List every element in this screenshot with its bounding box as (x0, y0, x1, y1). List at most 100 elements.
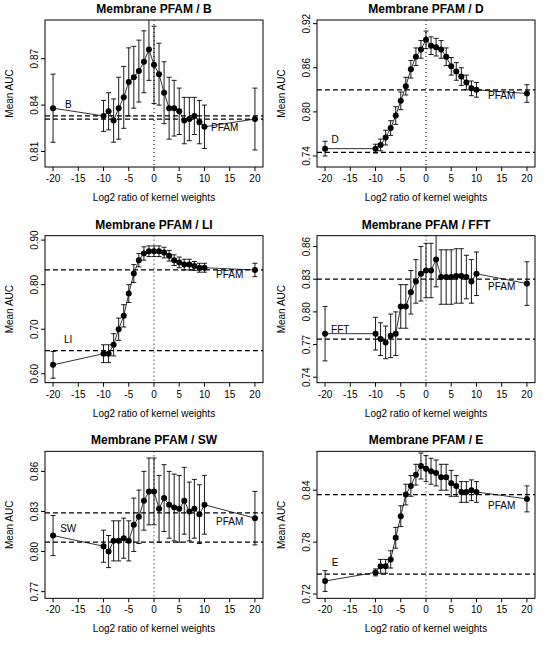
x-tick (254, 598, 255, 602)
point (458, 74, 464, 80)
point (403, 83, 409, 89)
x-tick (154, 167, 155, 171)
error-bar (393, 107, 398, 125)
x-tick (426, 383, 427, 387)
error-bar (418, 453, 423, 479)
x-tick (254, 383, 255, 387)
error-bar (388, 551, 393, 568)
error-bar (141, 247, 146, 260)
error-bar (429, 37, 434, 55)
error-bar (393, 527, 398, 548)
y-tick (313, 67, 317, 68)
plot-frame (317, 451, 535, 598)
x-tick-label: -10 (96, 389, 111, 400)
y-tick (313, 279, 317, 280)
x-tick (204, 598, 205, 602)
x-tick (53, 167, 54, 171)
error-bar (141, 31, 146, 93)
panel: Membrane PFAM / E-20-15-10-5051015200.72… (276, 433, 535, 634)
y-tick-label: 0.83 (29, 501, 40, 521)
error-bar (398, 92, 403, 110)
error-bar (131, 498, 136, 551)
y-tick-label: 0.90 (29, 230, 40, 250)
point (201, 265, 207, 271)
error-bar (464, 75, 469, 90)
x-tick-label: -10 (368, 389, 383, 400)
error-bar (146, 458, 151, 525)
error-bar (177, 257, 182, 268)
x-tick (154, 383, 155, 387)
x-tick-label: -5 (124, 389, 133, 400)
point (383, 339, 389, 345)
point (373, 146, 379, 152)
point (196, 511, 202, 517)
point (393, 535, 399, 541)
annotation: PFAM (216, 269, 243, 280)
error-bar (439, 41, 444, 59)
error-bar (162, 247, 167, 258)
error-bar (424, 31, 429, 49)
x-tick-label: 5 (448, 389, 454, 400)
title: Membrane PFAM / B (96, 2, 212, 16)
x-tick (204, 167, 205, 171)
x-tick-label: -5 (124, 604, 133, 615)
error-bar (192, 479, 197, 538)
plot-frame (317, 20, 535, 167)
reference-line (45, 542, 263, 543)
x-tick (128, 167, 129, 171)
annotation: PFAM (211, 122, 238, 133)
x-tick (375, 383, 376, 387)
x-tick-label: -10 (96, 604, 111, 615)
x-axis-label: Log2 ratio of kernel weights (93, 623, 215, 634)
point (408, 289, 414, 295)
error-bar (388, 314, 393, 358)
x-tick-label: 20 (249, 604, 261, 615)
point (423, 37, 429, 43)
point (418, 271, 424, 277)
x-tick (426, 167, 427, 171)
error-bar (469, 81, 474, 96)
error-bar (373, 144, 378, 153)
x-tick-label: 5 (448, 604, 454, 615)
error-bar (197, 485, 202, 544)
annotation: PFAM (488, 90, 515, 101)
plot-area (317, 451, 535, 598)
reference-line (45, 118, 263, 119)
x-tick-label: 20 (521, 389, 533, 400)
y-tick (313, 311, 317, 312)
x-tick-label: -20 (46, 604, 61, 615)
point (383, 135, 389, 141)
point (126, 538, 132, 544)
point (413, 278, 419, 284)
panel: Membrane PFAM / LI-20-15-10-5051015200.6… (4, 218, 263, 419)
plot-frame (317, 236, 535, 383)
data-line (325, 466, 527, 581)
x-tick-label: 20 (521, 604, 533, 615)
error-bar (459, 482, 464, 503)
x-tick-label: 0 (151, 604, 157, 615)
error-bar (126, 285, 131, 303)
error-bar (192, 97, 197, 134)
error-bar (101, 345, 106, 363)
error-bar (121, 305, 126, 327)
error-bar (152, 246, 157, 257)
x-tick (451, 598, 452, 602)
point (136, 257, 142, 263)
y-tick (313, 594, 317, 595)
y-tick (313, 23, 317, 24)
x-tick (526, 383, 527, 387)
point (322, 578, 328, 584)
panel: Membrane PFAM / SW-20-15-10-5051015200.7… (4, 433, 263, 634)
y-tick-label: 0.87 (29, 49, 40, 69)
error-bar (51, 74, 56, 142)
x-tick-label: -15 (71, 604, 86, 615)
error-bar (434, 38, 439, 56)
x-tick (179, 598, 180, 602)
point (468, 278, 474, 284)
x-tick (400, 167, 401, 171)
point (388, 556, 394, 562)
point (252, 267, 258, 273)
x-axis-label: Log2 ratio of kernel weights (365, 192, 487, 203)
point (393, 331, 399, 337)
y-tick (41, 329, 45, 330)
